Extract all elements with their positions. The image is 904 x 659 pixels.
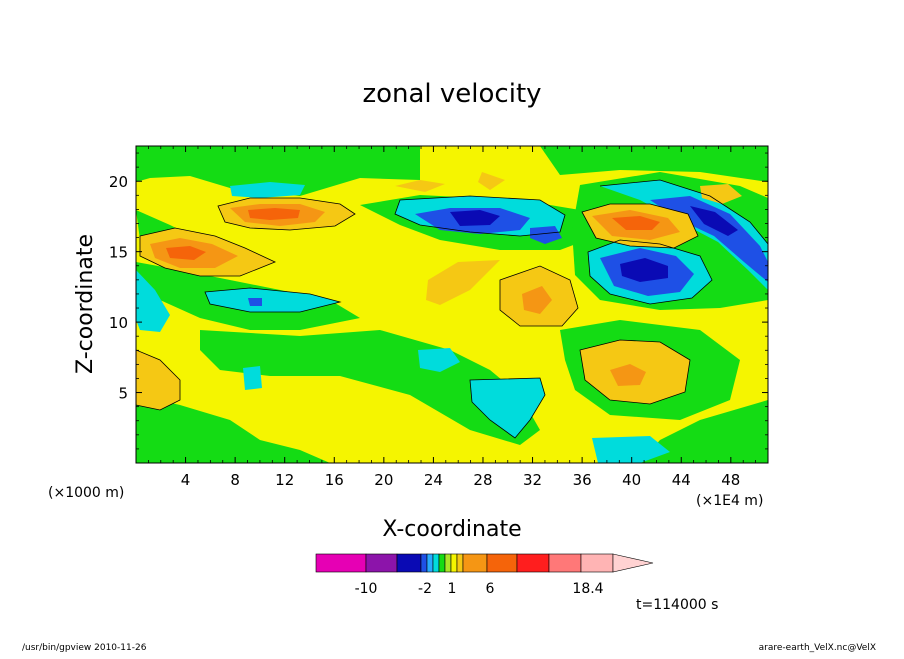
x-tick-label: 40 bbox=[622, 471, 641, 489]
field-region bbox=[600, 180, 768, 290]
x-tick-label: 12 bbox=[275, 471, 294, 489]
field-region bbox=[592, 436, 670, 463]
x-tick-label: 28 bbox=[473, 471, 492, 489]
colorbar-label: -10 bbox=[355, 581, 378, 597]
x-unit-right: (×1E4 m) bbox=[696, 493, 763, 509]
y-tick-label: 20 bbox=[109, 173, 128, 191]
field-region bbox=[690, 206, 738, 236]
colorbar-segment bbox=[444, 553, 452, 573]
colorbar-segment bbox=[420, 553, 428, 573]
field-region bbox=[610, 364, 646, 386]
field-region bbox=[478, 172, 505, 190]
field-region bbox=[136, 350, 180, 410]
field-region bbox=[640, 400, 768, 463]
field-region bbox=[166, 246, 206, 260]
colorbar-segment bbox=[456, 553, 464, 573]
x-tick-label: 36 bbox=[573, 471, 592, 489]
x-tick-label: 20 bbox=[374, 471, 393, 489]
x-tick-label: 48 bbox=[721, 471, 740, 489]
time-label: t=114000 s bbox=[636, 597, 718, 613]
field-region bbox=[136, 146, 420, 196]
x-unit-left: (×1000 m) bbox=[48, 485, 124, 501]
colorbar-segment bbox=[548, 553, 582, 573]
footer-left-note: /usr/bin/gpview 2010-11-26 bbox=[22, 643, 147, 653]
footer-right-note: arare-earth_VelX.nc@VelX bbox=[759, 643, 876, 653]
field-region bbox=[248, 298, 262, 306]
colorbar-segment bbox=[432, 553, 440, 573]
y-tick-label: 10 bbox=[109, 314, 128, 332]
field-region bbox=[540, 146, 768, 182]
chart-title: zonal velocity bbox=[362, 79, 541, 109]
field-region bbox=[136, 270, 170, 332]
colorbar-segment bbox=[450, 553, 458, 573]
field-region bbox=[248, 208, 300, 220]
field-region bbox=[418, 348, 460, 372]
colorbar-label: -2 bbox=[418, 581, 432, 597]
colorbar-segment bbox=[486, 553, 518, 573]
x-tick-label: 8 bbox=[230, 471, 240, 489]
colorbar-segment bbox=[426, 553, 434, 573]
x-tick-label: 32 bbox=[523, 471, 542, 489]
field-region bbox=[530, 226, 562, 244]
field-region bbox=[230, 182, 305, 198]
field-region bbox=[395, 180, 445, 192]
colorbar-label: 1 bbox=[448, 581, 457, 597]
y-tick-label: 15 bbox=[109, 244, 128, 262]
colorbar-segment bbox=[396, 553, 422, 573]
y-axis: 5 10 15 20 bbox=[109, 152, 768, 450]
colorbar-segment bbox=[516, 553, 550, 573]
plot-frame bbox=[135, 145, 769, 464]
colorbar-segment bbox=[315, 553, 367, 573]
contour-lines bbox=[136, 179, 768, 439]
colorbar-segment bbox=[580, 553, 614, 573]
x-axis: 4 8 12 16 20 24 28 32 36 40 44 48 bbox=[147, 146, 757, 489]
x-tick-label: 16 bbox=[325, 471, 344, 489]
contour-fill bbox=[136, 146, 768, 463]
x-tick-label: 24 bbox=[424, 471, 443, 489]
colorbar: -10 -2 1 6 18.4 bbox=[315, 553, 654, 597]
field-region bbox=[426, 260, 500, 305]
colorbar-label: 18.4 bbox=[572, 581, 603, 597]
field-region bbox=[136, 395, 330, 463]
colorbar-segment bbox=[462, 553, 488, 573]
field-region bbox=[700, 184, 742, 204]
colorbar-label: 6 bbox=[486, 581, 495, 597]
field-region bbox=[470, 378, 545, 438]
field-region bbox=[612, 216, 660, 230]
field-region bbox=[522, 286, 552, 314]
colorbar-extend-arrow bbox=[612, 553, 654, 573]
field-region bbox=[620, 258, 668, 282]
colorbar-segment bbox=[438, 553, 446, 573]
field-region bbox=[243, 366, 262, 390]
y-axis-label: Z-coordinate bbox=[73, 234, 98, 374]
x-axis-label: X-coordinate bbox=[382, 517, 521, 542]
x-tick-label: 4 bbox=[181, 471, 191, 489]
colorbar-segment bbox=[365, 553, 398, 573]
field-region bbox=[450, 210, 500, 226]
x-tick-label: 44 bbox=[672, 471, 691, 489]
y-tick-label: 5 bbox=[118, 385, 128, 403]
